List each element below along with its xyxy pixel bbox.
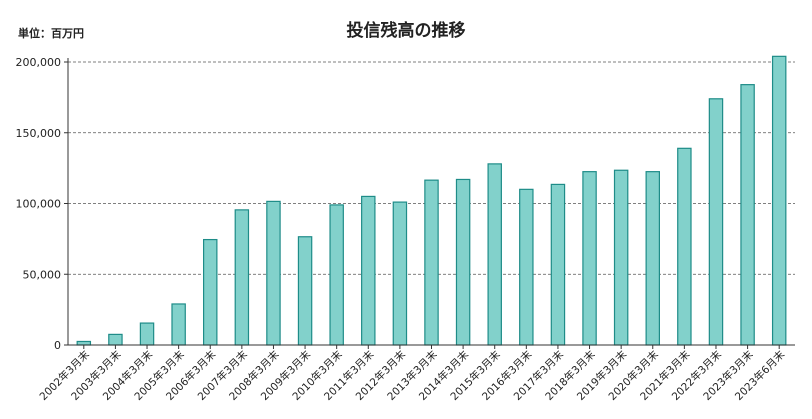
bar — [519, 188, 534, 346]
unit-label: 単位：百万円 — [18, 26, 84, 40]
bar — [108, 333, 123, 346]
bar-series — [76, 55, 787, 346]
y-tick-label: 0 — [54, 339, 61, 352]
bar — [708, 98, 724, 346]
bar — [582, 171, 597, 346]
bar — [329, 204, 344, 346]
bar — [455, 178, 471, 346]
bar — [550, 183, 566, 346]
bar — [76, 340, 92, 346]
bar — [234, 209, 250, 346]
x-axis: 2002年3月末2003年3月末2004年3月末2005年3月末2006年3月末… — [37, 344, 795, 403]
bar — [613, 169, 629, 346]
y-tick-label: 100,000 — [16, 198, 62, 211]
bar — [171, 303, 186, 346]
bar — [487, 163, 502, 346]
bar — [139, 322, 155, 346]
bar — [677, 147, 692, 346]
chart-title: 投信残高の推移 — [347, 20, 466, 41]
y-axis: 0 50,000 100,000 150,000 200,000 — [16, 56, 69, 352]
bar — [392, 201, 408, 346]
bar — [424, 179, 439, 346]
y-tick-label: 200,000 — [16, 56, 62, 69]
y-tick-label: 50,000 — [23, 268, 62, 281]
y-tick-label: 150,000 — [16, 127, 62, 140]
bar — [361, 195, 376, 346]
bar — [203, 238, 218, 346]
bar — [645, 171, 660, 346]
bar — [740, 84, 755, 346]
bar — [771, 55, 787, 346]
grid-lines — [68, 61, 795, 275]
bar — [266, 200, 281, 346]
bar — [297, 236, 313, 346]
